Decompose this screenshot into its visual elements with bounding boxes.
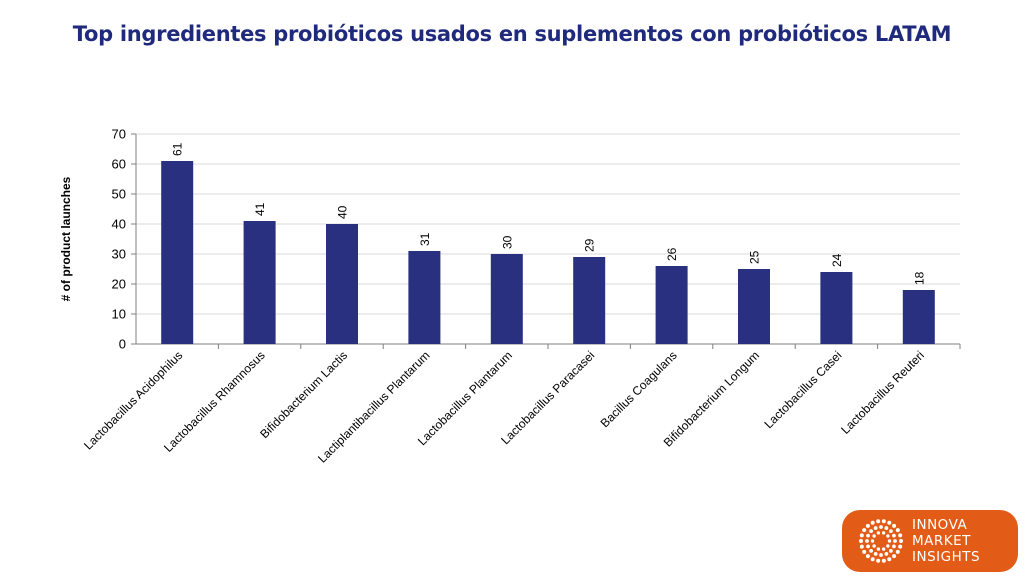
chart-title: Top ingredientes probióticos usados en s… (72, 22, 952, 46)
bar (655, 266, 688, 344)
logo-dot (876, 547, 881, 551)
x-tick-label: Bifidobacterium Longum (661, 348, 762, 449)
logo-dot (866, 544, 870, 549)
bar (902, 290, 935, 344)
logo-dot (884, 552, 889, 556)
logo-dot (870, 539, 875, 543)
data-label: 26 (665, 247, 679, 261)
dotted-sunburst-icon (859, 519, 903, 563)
logo-dot (881, 547, 886, 551)
y-tick-label: 20 (112, 277, 126, 292)
data-label: 29 (583, 238, 597, 252)
logo-dot (895, 549, 900, 554)
bar (408, 251, 441, 344)
logo-dot (869, 529, 874, 534)
logo-dot (892, 554, 897, 559)
x-tick-label: Lactobacillus Paracasei (498, 348, 597, 447)
logo-dot (872, 534, 876, 538)
logo-dot (862, 549, 867, 554)
bar (161, 161, 194, 344)
bar (490, 254, 523, 344)
logo-dot (879, 553, 883, 557)
y-tick-label: 60 (112, 157, 126, 172)
logo-dot (862, 528, 867, 533)
y-tick-label: 50 (112, 187, 126, 202)
logo-text: INNOVA MARKET INSIGHTS (912, 517, 980, 565)
data-label: 24 (830, 253, 844, 267)
logo-dot (872, 544, 876, 548)
logo-dot (893, 539, 897, 543)
logo-dot (892, 544, 896, 549)
logo-dot (887, 539, 892, 543)
logo-dot (887, 520, 892, 525)
logo-dot (859, 544, 864, 549)
logo-dot (876, 519, 881, 524)
x-tick-label: Bacillus Coagulans (598, 348, 680, 430)
logo-dot (859, 539, 863, 543)
logo-dot (898, 533, 903, 538)
x-tick-label: Lactobacillus Reuteri (838, 348, 927, 437)
y-axis-label: # of product launches (59, 176, 73, 301)
data-label: 40 (336, 205, 350, 219)
y-tick-label: 70 (112, 127, 126, 142)
y-tick-label: 0 (119, 337, 126, 352)
logo-dot (879, 525, 883, 529)
logo-dot (873, 552, 878, 556)
logo-dot (886, 544, 890, 548)
bar (573, 257, 606, 344)
logo-dot (876, 531, 881, 535)
logo-dot (899, 539, 903, 543)
y-tick-label: 10 (112, 307, 126, 322)
logo-dot (888, 548, 893, 553)
logo-dot (870, 520, 875, 525)
logo-dot (859, 533, 864, 538)
logo-dot (895, 528, 900, 533)
y-tick-label: 30 (112, 247, 126, 262)
logo-line-1: INNOVA (912, 517, 968, 533)
logo-dot (892, 523, 897, 528)
innova-logo: INNOVA MARKET INSIGHTS (842, 510, 1018, 572)
logo-line-2: MARKET (912, 533, 971, 549)
logo-dot (870, 557, 875, 562)
logo-dot (869, 548, 874, 553)
logo-dot (888, 529, 893, 534)
bar (820, 272, 853, 344)
logo-dot (876, 558, 881, 563)
bar (243, 221, 276, 344)
logo-dot (873, 526, 878, 530)
logo-dot (865, 539, 869, 543)
data-label: 31 (418, 232, 432, 246)
x-tick-label: Bifidobacterium Lactis (257, 348, 350, 441)
logo-dot (865, 554, 870, 559)
logo-dot (881, 558, 886, 563)
data-label: 18 (912, 271, 926, 285)
data-label: 41 (253, 202, 267, 216)
logo-dot (887, 557, 892, 562)
logo-dot (881, 519, 886, 524)
x-tick-label: Lactobacillus Casei (762, 348, 845, 431)
logo-dot (866, 533, 870, 538)
bar (326, 224, 358, 344)
logo-dot (898, 544, 903, 549)
logo-dot (881, 531, 886, 535)
logo-dot (865, 523, 870, 528)
logo-dot (886, 534, 890, 538)
logo-line-3: INSIGHTS (912, 549, 981, 565)
data-label: 25 (748, 250, 762, 264)
y-tick-label: 40 (112, 217, 126, 232)
data-label: 30 (500, 235, 514, 249)
x-tick-label: Lactobacillus Plantarum (415, 348, 515, 448)
logo-dot (892, 533, 896, 538)
logo-dot (884, 526, 889, 530)
bar (738, 269, 770, 344)
data-label: 61 (171, 142, 185, 156)
